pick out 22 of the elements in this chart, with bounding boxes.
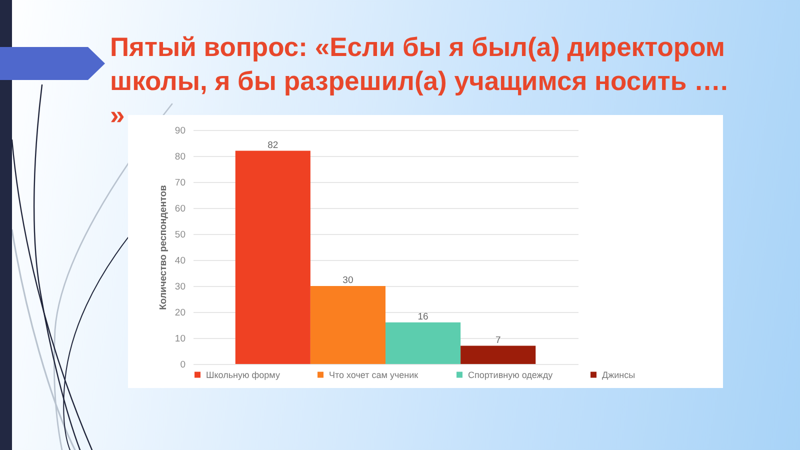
bar (310, 286, 386, 364)
legend-label: Школьную форму (206, 370, 280, 380)
legend-label: Спортивную одежду (468, 370, 554, 380)
data-label: 16 (418, 311, 428, 322)
y-tick-label: 50 (174, 230, 186, 240)
data-label: 30 (342, 275, 354, 286)
y-tick-label: 0 (180, 360, 186, 370)
y-tick-label: 40 (174, 256, 186, 266)
y-tick-label: 10 (174, 334, 186, 344)
bar (460, 346, 536, 364)
legend-label: Джинсы (602, 370, 636, 380)
y-tick-label: 20 (174, 308, 186, 318)
y-tick-label: 60 (174, 204, 186, 214)
data-label: 82 (268, 140, 278, 151)
y-axis-title: Количество респондентов (158, 184, 169, 310)
y-tick-label: 80 (174, 152, 186, 162)
bar (235, 150, 310, 364)
legend-label: Что хочет сам ученик (329, 370, 418, 380)
y-tick-label: 70 (174, 178, 186, 188)
y-tick-label: 30 (174, 282, 186, 292)
bar (386, 322, 461, 364)
data-label: 7 (495, 334, 501, 346)
